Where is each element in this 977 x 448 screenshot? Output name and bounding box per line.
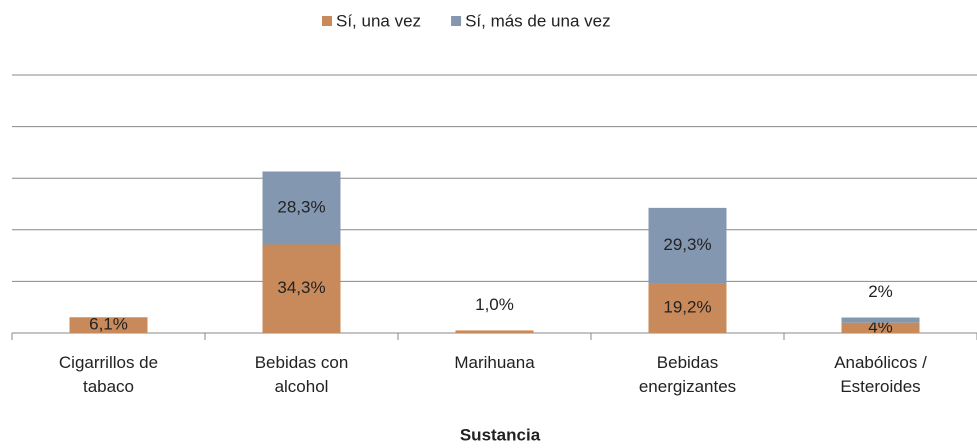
bar — [841, 317, 920, 323]
data-label: 19,2% — [663, 298, 711, 317]
x-axis-title: Sustancia — [460, 425, 541, 444]
data-label: 34,3% — [277, 278, 325, 297]
x-tick-label-text: Marihuana — [454, 353, 535, 372]
data-label: 2% — [868, 282, 893, 301]
bar — [648, 283, 727, 333]
legend-swatch — [322, 16, 332, 26]
x-tick-label-text: Bebidas energizantes — [638, 353, 737, 396]
bar — [262, 171, 341, 245]
x-tick-label: Bebidas con alcohol — [254, 353, 349, 396]
data-label: 1,0% — [475, 295, 514, 314]
legend-swatch — [451, 16, 462, 26]
legend-label: Sí, una vez — [336, 11, 421, 30]
bar — [69, 317, 148, 333]
bar — [455, 330, 534, 333]
x-tick-label-text: Anabólicos / Esteroides — [834, 353, 927, 396]
x-tick-label-text: Cigarrillos de tabaco — [58, 353, 159, 396]
x-tick-label: Anabólicos / Esteroides — [834, 353, 927, 396]
x-tick-label: Bebidas energizantes — [638, 353, 737, 396]
data-label: 28,3% — [277, 197, 325, 216]
data-label: 6,1% — [89, 315, 128, 334]
x-tick-label: Marihuana — [454, 353, 535, 372]
bar — [648, 207, 727, 284]
data-label: 29,3% — [663, 235, 711, 254]
bar — [841, 322, 920, 333]
bar — [262, 244, 341, 333]
x-tick-label-text: Bebidas con alcohol — [254, 353, 349, 396]
legend-label: Sí, más de una vez — [465, 11, 611, 30]
x-tick-label: Cigarrillos de tabaco — [58, 353, 159, 396]
